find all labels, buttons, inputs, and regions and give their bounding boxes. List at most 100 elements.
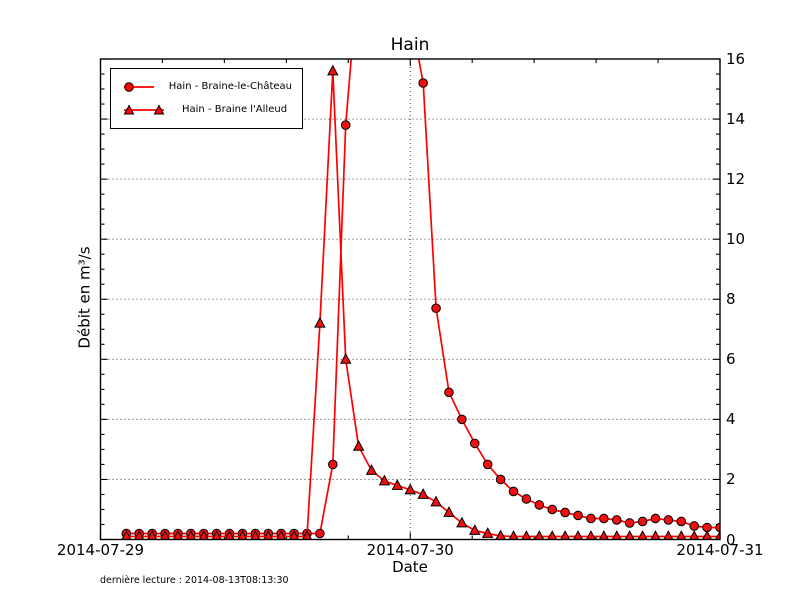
x-tick-label: 2014-07-30 [366,541,454,559]
series-marker-triangle [417,488,429,499]
series-marker-circle [431,303,441,314]
series-marker-circle [573,510,583,521]
series-marker-circle [624,518,635,528]
series-marker-triangle [237,530,248,540]
series-marker-circle [495,474,506,485]
y-tick-label: 14 [726,110,746,129]
series-marker-circle [599,513,609,524]
series-marker-circle [547,504,558,515]
legend-item: Hain - Braine-le-Château [121,81,292,93]
circle-marker-sample-icon [124,82,154,93]
series-marker-circle [482,459,493,470]
series-marker-circle [508,486,519,497]
series-marker-triangle [276,530,287,540]
x-tick-label: 2014-07-31 [676,541,764,559]
series-marker-triangle [676,530,687,540]
series-marker-triangle [404,483,416,495]
series-marker-circle [521,494,532,504]
series-marker-circle [586,513,596,524]
series-marker-triangle [689,530,700,540]
series-marker-triangle [134,530,145,540]
series-marker-triangle [598,530,609,540]
legend-item-label: Hain - Braine l'Alleud [182,103,288,115]
series-marker-circle [328,459,338,470]
y-tick-label: 6 [726,350,736,369]
series-marker-circle [406,10,415,19]
series-marker-triangle [481,527,494,538]
y-tick-label: 2 [726,470,736,489]
series-marker-circle [315,528,325,539]
axes-border [99,58,721,541]
series-marker-circle [611,515,622,525]
series-marker-circle [444,387,454,398]
series-marker-triangle [263,530,274,540]
series-marker-triangle [391,479,404,490]
series-marker-triangle [430,495,442,507]
series-marker-triangle [172,530,183,540]
series-marker-circle [715,522,720,533]
legend-item-label: Hain - Braine-le-Château [168,81,292,93]
series-marker-triangle [352,440,365,451]
series-marker-triangle [560,530,571,540]
y-tick-label: 4 [726,410,736,429]
series-marker-triangle [160,530,171,540]
series-marker-triangle [702,530,713,540]
series-marker-triangle [508,530,519,540]
series-marker-triangle [211,530,222,540]
series-marker-triangle [250,530,261,540]
series-marker-triangle [339,352,352,364]
series-marker-triangle [637,530,648,540]
series-marker-circle [457,414,467,425]
series-marker-triangle [663,530,674,540]
series-marker-triangle [198,530,209,540]
series-marker-triangle [314,316,326,328]
series-marker-triangle [521,530,532,540]
y-tick-label: 0 [726,530,736,549]
series-marker-circle [340,120,351,130]
series-marker-triangle [624,530,635,540]
y-tick-label: 16 [726,50,746,68]
series-marker-triangle [650,530,661,540]
series-marker-triangle [121,530,132,540]
series-marker-triangle [611,530,622,540]
series-marker-circle [689,521,699,531]
series-group [121,64,720,540]
series-marker-triangle [147,530,158,540]
y-tick-label: 12 [726,170,746,189]
series-marker-circle [418,78,428,88]
annotation-block: dernière lecture : 2014-08-13T08:13:30 d… [100,557,289,600]
y-tick-label: 8 [726,290,736,309]
legend: Hain - Braine-le-Château Hain - Braine l… [110,68,303,129]
x-tick-label: 2014-07-29 [56,541,145,559]
series-marker-triangle [365,464,378,475]
series-marker-circle [637,516,648,527]
series-marker-triangle [585,530,596,540]
series-marker-circle [560,507,570,518]
series-marker-triangle [715,530,720,540]
y-tick-label: 10 [726,230,746,249]
series-marker-triangle [456,516,468,528]
series-marker-circle [676,516,687,527]
series-marker-triangle [289,530,300,540]
series-marker-circle [469,438,480,449]
series-marker-triangle [534,530,545,540]
series-marker-triangle [547,530,558,540]
series-marker-triangle [302,530,312,540]
series-marker-triangle [378,474,391,486]
series-marker-triangle [495,529,506,540]
series-marker-circle [663,515,674,525]
y-axis-label: Débit en m³/s [75,246,94,349]
series-marker-triangle [327,64,339,76]
series-marker-triangle [443,506,455,517]
annotation-last-reading: dernière lecture : 2014-08-13T08:13:30 [100,575,289,587]
series-line [126,70,720,538]
x-axis-label: Date [392,558,428,576]
series-marker-triangle [573,530,584,540]
series-marker-triangle [185,530,196,540]
series-marker-triangle [224,530,235,540]
series-marker-circle [534,500,545,510]
triangle-marker-sample-icon [123,104,165,115]
chart-title: Hain [390,35,430,55]
